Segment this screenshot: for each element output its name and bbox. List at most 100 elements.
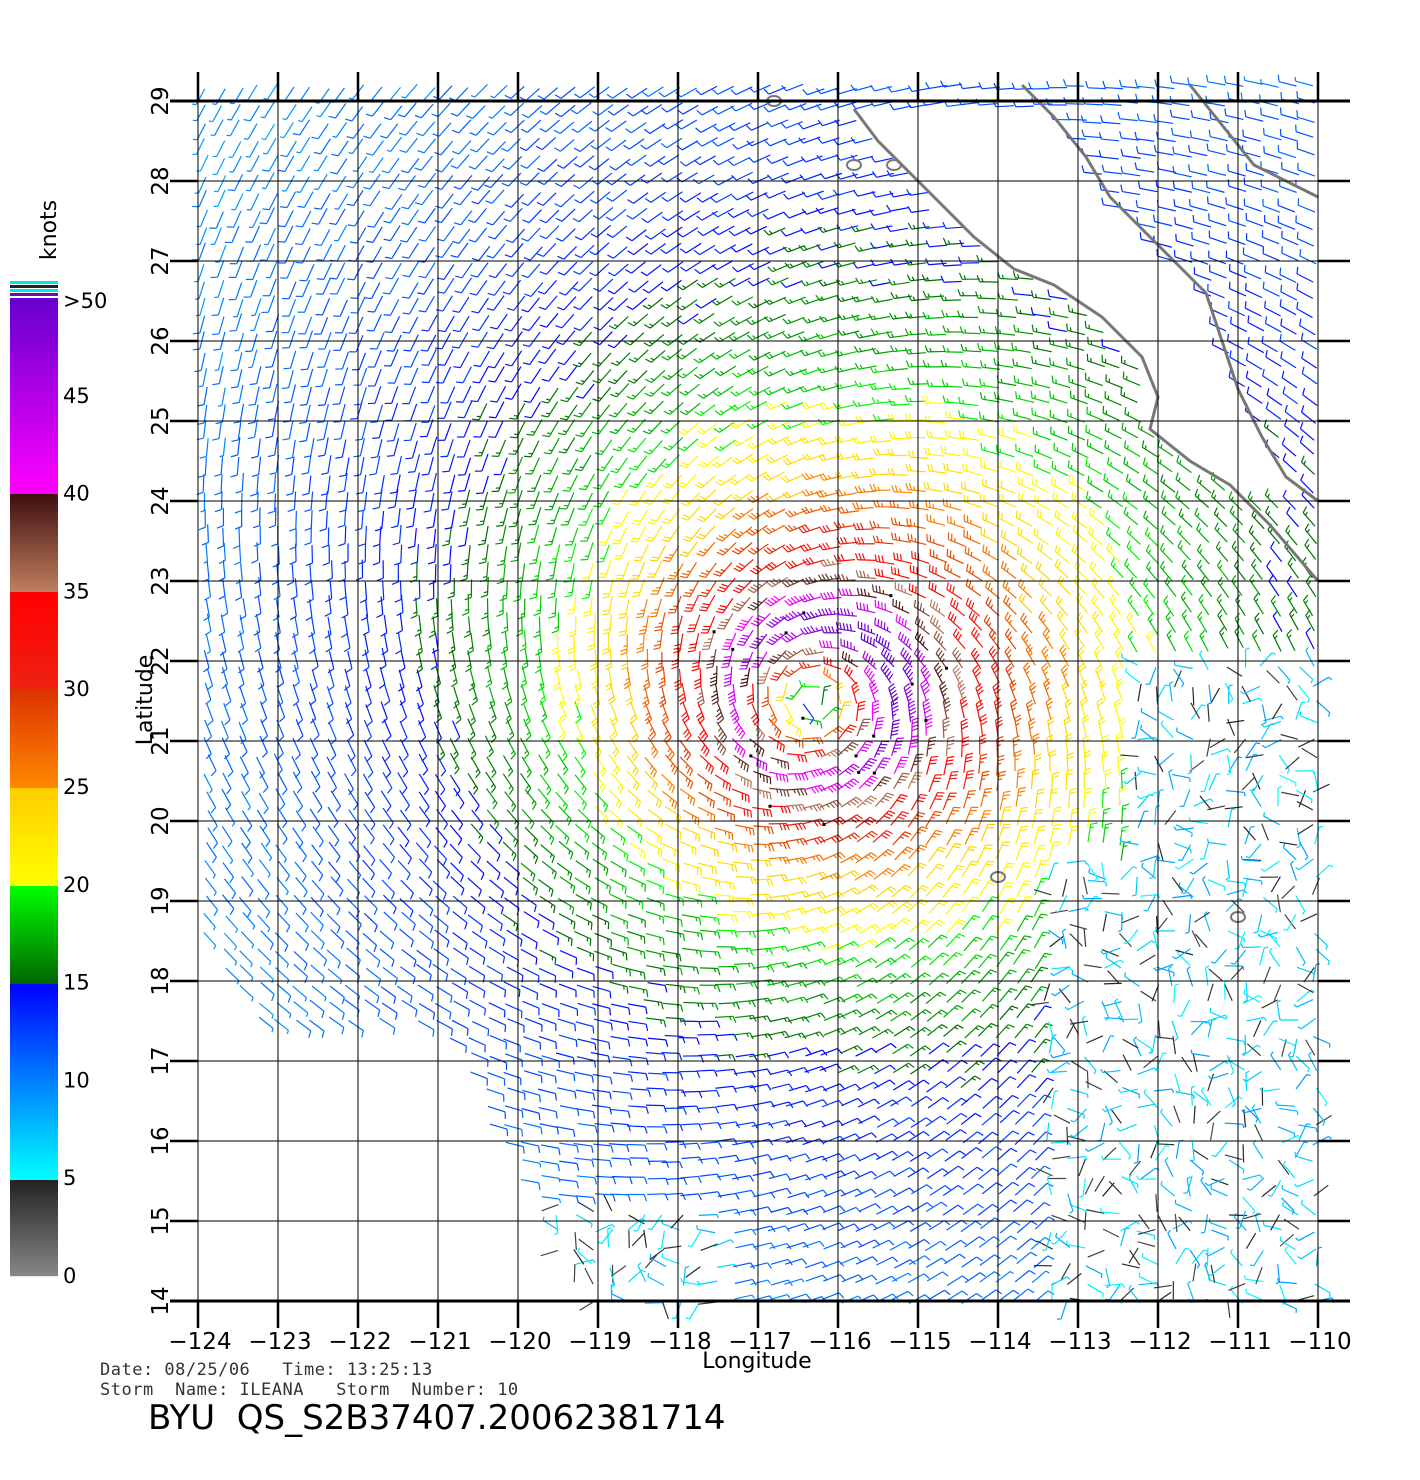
wind-barb [786, 753, 808, 763]
wind-barb [540, 809, 555, 830]
wind-barb [1304, 538, 1317, 560]
colorbar-segment [10, 1246, 58, 1249]
colorbar-segment [10, 366, 58, 369]
colorbar-segment [10, 1114, 58, 1117]
wind-barb [752, 806, 773, 818]
wind-barb [316, 421, 329, 441]
wind-barb [262, 278, 277, 297]
wind-barb [1194, 507, 1209, 528]
wind-barb [504, 102, 525, 117]
colorbar-segment [10, 538, 58, 541]
wind-barb [326, 949, 341, 969]
colorbar-segment [10, 544, 58, 547]
wind-barb [1015, 443, 1034, 458]
wind-barb [539, 682, 547, 705]
wind-barb [503, 876, 519, 896]
wind-barb [1246, 386, 1263, 404]
colorbar-segment [10, 938, 58, 941]
wind-barb [573, 684, 581, 707]
wind-barb [998, 1289, 1020, 1302]
wind-barb [526, 491, 540, 510]
wind-barb [541, 366, 560, 382]
wind-barb [960, 359, 982, 369]
wind-barb [966, 563, 983, 581]
wind-barb [1042, 627, 1054, 650]
wind-barb [784, 803, 807, 812]
wind-barb [1120, 1221, 1140, 1232]
wind-barb [1033, 931, 1051, 949]
wind-barb [910, 1063, 932, 1075]
wind-barb [401, 948, 417, 968]
colorbar-segment [10, 558, 58, 561]
wind-barb [961, 1147, 983, 1159]
wind-barb [1145, 667, 1157, 685]
wind-barb [945, 900, 965, 916]
wind-barb [623, 138, 645, 150]
wind-barb [528, 545, 541, 565]
wind-barb [557, 1018, 576, 1032]
wind-barb [1047, 320, 1067, 333]
wind-barb [661, 489, 681, 505]
wind-barb [467, 773, 479, 795]
wind-barb [1002, 579, 1017, 599]
wind-barb [880, 662, 894, 684]
wind-barb [1131, 720, 1140, 739]
wind-barb [1295, 124, 1314, 138]
wind-barb [731, 597, 751, 612]
wind-barb [295, 210, 312, 228]
colorbar-segment [10, 696, 58, 699]
colorbar-segment [10, 486, 58, 489]
wind-barb [909, 1026, 931, 1039]
wind-barb [1277, 74, 1297, 87]
wind-barb [733, 754, 750, 773]
wind-barb [909, 1151, 932, 1163]
colorbar-segment [10, 1214, 58, 1217]
wind-barb [609, 981, 629, 994]
colorbar-segment [10, 952, 58, 955]
wind-barb [662, 1123, 684, 1132]
wind-barb [717, 808, 736, 822]
wind-barb [1215, 541, 1229, 562]
wind-barb [838, 1083, 861, 1092]
colorbar-segment [10, 942, 58, 945]
wind-barb [1169, 681, 1174, 702]
wind-barb [679, 383, 700, 396]
wind-barb [1031, 913, 1048, 931]
wind-barb [927, 1097, 949, 1109]
wind-barb [895, 614, 912, 632]
wind-barb [980, 823, 995, 842]
wind-barb [1113, 698, 1122, 721]
wind-barb [732, 1262, 756, 1270]
wind-barb [241, 791, 251, 811]
wind-barb [700, 929, 721, 939]
wind-barb [728, 277, 751, 287]
wind-barb [820, 625, 842, 634]
wind-barb [626, 1176, 648, 1185]
wind-barb [598, 559, 612, 579]
colorbar-segment [10, 478, 58, 481]
colorbar-segment [10, 978, 58, 981]
colorbar-segment [10, 344, 58, 347]
wind-barb [610, 827, 626, 846]
wind-barb [293, 950, 308, 971]
wind-barb [1068, 787, 1077, 809]
wind-barb [417, 278, 434, 295]
colorbar-segment [10, 780, 58, 783]
wind-barb [858, 1008, 881, 1018]
wind-barb [678, 454, 700, 469]
colorbar-segment [10, 748, 58, 751]
wind-barb [1016, 462, 1034, 477]
wind-barb [873, 849, 895, 862]
colorbar-segment [10, 778, 58, 781]
wind-barb [1046, 1068, 1067, 1074]
wind-barb [1298, 1124, 1318, 1133]
wind-barb [372, 420, 385, 439]
colorbar-segment [10, 1112, 58, 1115]
colorbar-segment [10, 994, 58, 997]
wind-barb [628, 1020, 649, 1032]
wind-barb [282, 104, 297, 121]
wind-barb [380, 701, 388, 724]
colorbar-segment [10, 356, 58, 359]
wind-barb [1300, 913, 1318, 923]
wind-barb [299, 422, 311, 443]
